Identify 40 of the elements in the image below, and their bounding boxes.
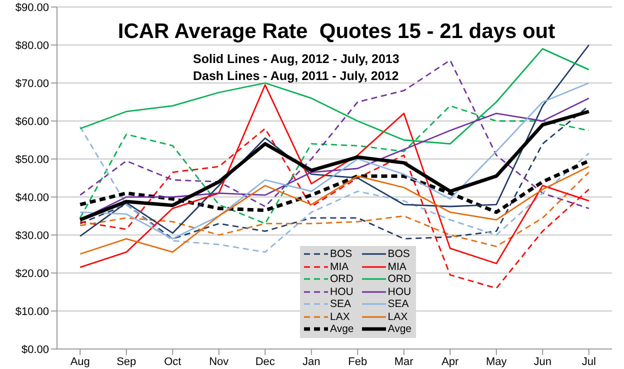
legend-label: SEA	[330, 298, 352, 310]
x-tick-label: Mar	[394, 356, 414, 368]
x-tick-label: May	[486, 356, 508, 368]
legend-label: BOS	[388, 248, 410, 260]
legend-label: SEA	[388, 298, 409, 310]
y-tick-label: $80.00	[15, 40, 49, 52]
x-tick-label: Aug	[70, 356, 90, 368]
y-tick-label: $60.00	[15, 116, 49, 128]
x-tick-label: Jan	[302, 356, 320, 368]
y-tick-label: $50.00	[15, 154, 49, 166]
y-tick-label: $10.00	[15, 306, 49, 318]
legend-label: LAX	[330, 310, 350, 323]
legend-label: ORD	[388, 273, 412, 286]
x-tick-label: Feb	[348, 356, 368, 368]
x-tick-label: Oct	[164, 356, 182, 368]
legend-label: HOU	[330, 286, 354, 298]
legend-label: BOS	[330, 248, 352, 260]
x-tick-label: Nov	[209, 356, 230, 368]
y-tick-label: $90.00	[15, 2, 49, 14]
line-series	[79, 44, 590, 237]
legend-label: LAX	[388, 310, 408, 323]
y-tick-label: $20.00	[15, 268, 49, 280]
legend-label: ORD	[330, 273, 354, 286]
x-tick-label: Dec	[255, 356, 276, 368]
x-tick-label: Jun	[534, 356, 552, 368]
legend-label: MIA	[388, 260, 406, 273]
legend-label: Avge	[388, 323, 412, 336]
y-tick-label: $30.00	[15, 230, 49, 242]
x-tick-label: Apr	[442, 356, 460, 368]
x-tick-label: Sep	[116, 356, 136, 368]
y-tick-label: $40.00	[15, 192, 49, 204]
annotation: Solid Lines - Aug, 2012 - July, 2013	[193, 52, 400, 66]
x-tick-label: Jul	[582, 356, 596, 368]
y-tick-label: $0.00	[21, 344, 49, 356]
legend-label: HOU	[388, 286, 412, 298]
y-tick-label: $70.00	[15, 78, 49, 90]
legend-label: Avge	[330, 323, 354, 336]
annotation: Dash Lines - Aug, 2011 - July, 2012	[193, 69, 399, 83]
legend-label: MIA	[330, 260, 349, 273]
text: ICAR Average Rate Quotes 15 - 21 days out	[116, 20, 556, 44]
